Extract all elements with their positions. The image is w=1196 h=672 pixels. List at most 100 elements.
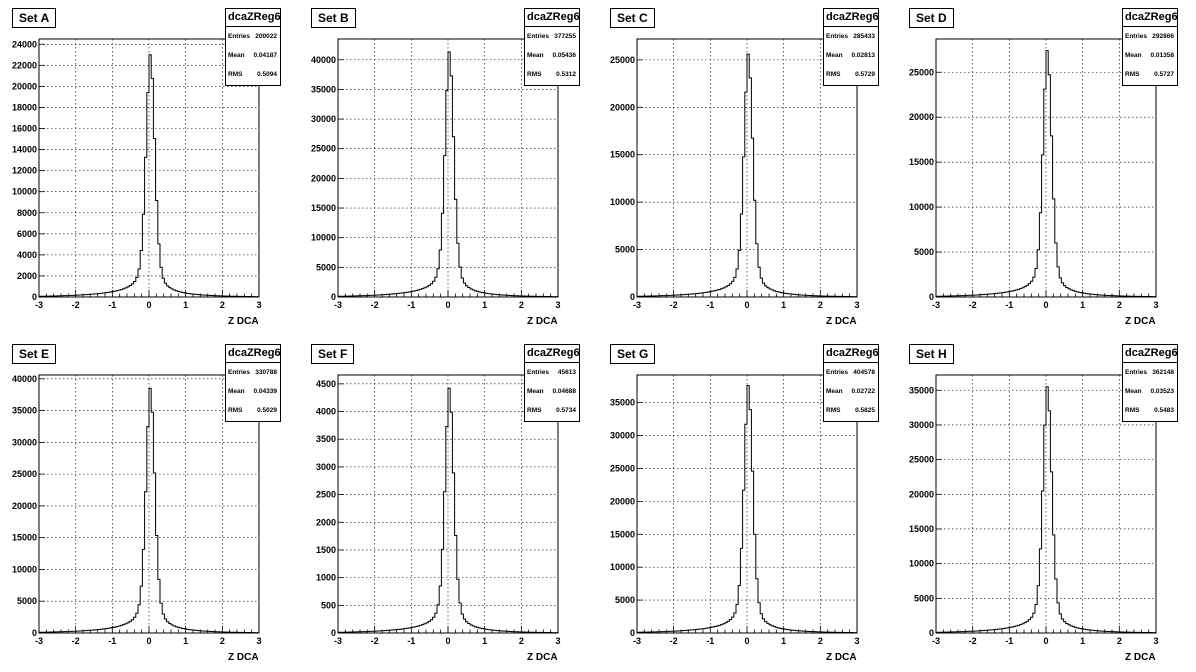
stats-row: Mean 0.01358 bbox=[1123, 46, 1177, 65]
x-tick-label: -1 bbox=[407, 636, 415, 646]
stats-label: RMS bbox=[1125, 71, 1140, 78]
x-tick-label: 2 bbox=[818, 636, 823, 646]
histogram-plot: -3 -2 -1 0 1 2 3 0 5000 10000 15000 20000 25000 30000… bbox=[311, 38, 561, 310]
y-tick-label: 25000 bbox=[909, 455, 934, 465]
y-tick-label: 0 bbox=[929, 292, 934, 302]
x-tick-label: -1 bbox=[706, 636, 714, 646]
y-tick-label: 15000 bbox=[311, 203, 336, 213]
x-tick-label: -2 bbox=[969, 636, 977, 646]
set-label: Set E bbox=[12, 344, 57, 364]
y-tick-label: 5000 bbox=[615, 245, 635, 255]
stats-row: Entries 404578 bbox=[824, 363, 878, 382]
y-tick-label: 35000 bbox=[610, 398, 635, 408]
stats-label: Entries bbox=[826, 33, 849, 40]
y-tick-label: 25000 bbox=[610, 463, 635, 473]
stats-row: Entries 362148 bbox=[1123, 363, 1177, 382]
x-tick-label: -1 bbox=[108, 636, 116, 646]
x-tick-label: 1 bbox=[781, 300, 786, 310]
stats-label: Entries bbox=[1125, 369, 1148, 376]
x-tick-label: 2 bbox=[220, 636, 225, 646]
x-tick-label: -2 bbox=[371, 300, 379, 310]
stats-value: 377255 bbox=[554, 33, 576, 40]
y-tick-label: 25000 bbox=[909, 67, 934, 77]
stats-label: Mean bbox=[1125, 388, 1142, 395]
y-tick-label: 25000 bbox=[12, 469, 37, 479]
x-axis-title: Z DCA bbox=[527, 652, 558, 663]
histogram-panel: -3 -2 -1 0 1 2 3 0 5000 10000 15000 20000 25000 30000… bbox=[598, 336, 897, 672]
x-tick-label: -2 bbox=[72, 300, 80, 310]
stats-label: Mean bbox=[826, 52, 843, 59]
y-tick-label: 500 bbox=[321, 600, 336, 610]
histogram-panel: -3 -2 -1 0 1 2 3 0 5000 10000 15000 20000 25000 Set D… bbox=[897, 0, 1196, 336]
y-tick-label: 6000 bbox=[17, 229, 37, 239]
stats-row: RMS 0.5825 bbox=[824, 401, 878, 420]
histogram-panel: -3 -2 -1 0 1 2 3 0 5000 10000 15000 20000 25000 30000… bbox=[299, 0, 598, 336]
x-tick-label: -1 bbox=[1005, 636, 1013, 646]
histogram-series bbox=[935, 50, 1157, 298]
x-tick-label: -2 bbox=[670, 300, 678, 310]
y-tick-label: 35000 bbox=[909, 385, 934, 395]
stats-label: RMS bbox=[527, 407, 542, 414]
histogram-name: dcaZReg6 bbox=[226, 345, 280, 363]
x-tick-label: 2 bbox=[1117, 300, 1122, 310]
stats-label: RMS bbox=[826, 71, 841, 78]
stats-row: RMS 0.5094 bbox=[226, 65, 280, 84]
y-tick-label: 4500 bbox=[316, 379, 336, 389]
y-tick-label: 20000 bbox=[610, 102, 635, 112]
y-tick-label: 0 bbox=[630, 628, 635, 638]
x-tick-label: 1 bbox=[482, 300, 487, 310]
stats-label: Mean bbox=[527, 52, 544, 59]
y-tick-label: 10000 bbox=[909, 202, 934, 212]
x-tick-label: 3 bbox=[256, 300, 261, 310]
stats-box: dcaZReg6 Entries 292866 Mean 0.01358 RMS 0.572… bbox=[1122, 8, 1178, 86]
x-tick-label: 0 bbox=[744, 636, 749, 646]
y-tick-label: 10000 bbox=[12, 187, 37, 197]
x-tick-label: -2 bbox=[969, 300, 977, 310]
y-tick-label: 8000 bbox=[17, 208, 37, 218]
stats-value: 0.5483 bbox=[1154, 407, 1174, 414]
stats-value: 0.04339 bbox=[253, 388, 278, 395]
x-tick-label: -3 bbox=[932, 300, 940, 310]
stats-value: 200022 bbox=[255, 33, 277, 40]
stats-row: RMS 0.5483 bbox=[1123, 401, 1177, 420]
stats-row: Mean 0.04688 bbox=[525, 382, 579, 401]
histogram-series bbox=[38, 387, 260, 634]
y-tick-label: 10000 bbox=[311, 233, 336, 243]
y-tick-label: 16000 bbox=[12, 124, 37, 134]
x-tick-label: -1 bbox=[407, 300, 415, 310]
stats-row: RMS 0.5312 bbox=[525, 65, 579, 84]
stats-value: 0.02813 bbox=[851, 52, 876, 59]
y-tick-label: 25000 bbox=[311, 144, 336, 154]
stats-value: 45613 bbox=[557, 369, 576, 376]
stats-label: RMS bbox=[1125, 407, 1140, 414]
stats-box: dcaZReg6 Entries 362148 Mean 0.03523 RMS 0.548… bbox=[1122, 344, 1178, 422]
stats-row: RMS 0.5727 bbox=[1123, 65, 1177, 84]
y-tick-label: 20000 bbox=[909, 112, 934, 122]
histogram-plot: -3 -2 -1 0 1 2 3 0 5000 10000 15000 20000 25000 bbox=[610, 38, 860, 310]
histogram-panel: -3 -2 -1 0 1 2 3 0 2000 4000 6000 8000 10000 12000 140… bbox=[0, 0, 299, 336]
stats-row: RMS 0.5029 bbox=[226, 401, 280, 420]
stats-label: RMS bbox=[527, 71, 542, 78]
histogram-series bbox=[636, 385, 858, 634]
stats-label: Entries bbox=[826, 369, 849, 376]
y-tick-label: 3500 bbox=[316, 434, 336, 444]
stats-label: Entries bbox=[228, 33, 251, 40]
stats-label: RMS bbox=[228, 71, 243, 78]
y-tick-label: 0 bbox=[32, 628, 37, 638]
set-label: Set G bbox=[610, 344, 656, 364]
stats-value: 0.01358 bbox=[1150, 52, 1175, 59]
histogram-plot: -3 -2 -1 0 1 2 3 0 500 1000 1500 2000 2500 3000 3500 40… bbox=[316, 374, 561, 646]
y-tick-label: 2000 bbox=[17, 271, 37, 281]
stats-row: Mean 0.05436 bbox=[525, 46, 579, 65]
stats-label: Mean bbox=[228, 52, 245, 59]
stats-row: Entries 45613 bbox=[525, 363, 579, 382]
histogram-name: dcaZReg6 bbox=[824, 345, 878, 363]
y-tick-label: 1500 bbox=[316, 545, 336, 555]
y-tick-label: 20000 bbox=[12, 501, 37, 511]
stats-value: 285433 bbox=[853, 33, 875, 40]
y-tick-label: 3000 bbox=[316, 462, 336, 472]
histogram-series bbox=[935, 386, 1157, 634]
stats-value: 0.5029 bbox=[257, 407, 277, 414]
y-tick-label: 10000 bbox=[610, 562, 635, 572]
x-tick-label: 2 bbox=[519, 300, 524, 310]
